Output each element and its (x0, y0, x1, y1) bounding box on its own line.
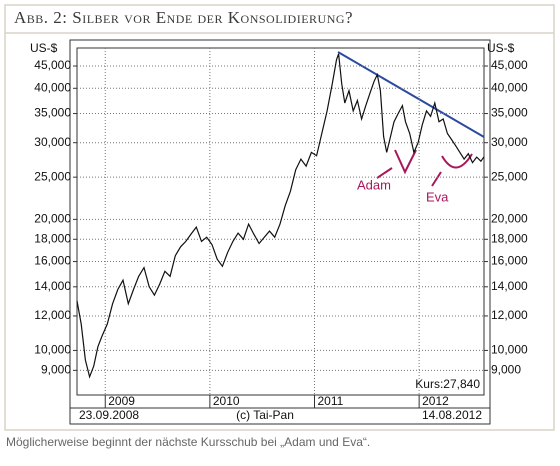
y-tick-label: 10,000 (491, 343, 528, 357)
y-tick-label: 9,000 (41, 363, 71, 377)
last-price: Kurs:27,840 (415, 377, 480, 391)
y-tick-label: 16,000 (491, 254, 528, 268)
end-date: 14.08.2012 (422, 408, 482, 422)
y-tick-label: 12,000 (34, 308, 71, 322)
y-tick-label: 16,000 (34, 254, 71, 268)
y-unit-right: US-$ (487, 41, 515, 55)
y-tick-label: 20,000 (491, 212, 528, 226)
y-tick-label: 45,000 (491, 58, 528, 72)
y-tick-label: 14,000 (34, 279, 71, 293)
x-tick-label: 2010 (213, 394, 240, 408)
outer-border (69, 39, 491, 425)
y-tick-label: 30,000 (34, 135, 71, 149)
adam-pointer (376, 167, 393, 179)
price-line (76, 53, 485, 379)
annotation: Eva (426, 189, 449, 204)
y-tick-label: 14,000 (491, 279, 528, 293)
y-tick-label: 9,000 (491, 363, 521, 377)
y-tick-label: 40,000 (34, 80, 71, 94)
chart-title: Abb. 2: Silber vor Ende der Konsolidieru… (14, 8, 353, 27)
y-tick-label: 45,000 (34, 58, 71, 72)
caption: Möglicherweise beginnt der nächste Kurss… (6, 435, 370, 449)
y-tick-label: 20,000 (34, 212, 71, 226)
y-unit-left: US-$ (30, 41, 58, 55)
start-date: 23.09.2008 (79, 408, 139, 422)
y-tick-label: 30,000 (491, 135, 528, 149)
annotation: Adam (357, 177, 391, 192)
y-tick-label: 35,000 (491, 106, 528, 120)
y-tick-label: 12,000 (491, 308, 528, 322)
y-tick-label: 10,000 (34, 343, 71, 357)
y-tick-label: 18,000 (491, 231, 528, 245)
adam-mark (394, 149, 417, 175)
y-tick-label: 25,000 (34, 169, 71, 183)
eva-mark (441, 153, 473, 169)
y-tick-label: 18,000 (34, 231, 71, 245)
y-tick-label: 40,000 (491, 80, 528, 94)
copyright: (c) Tai-Pan (236, 408, 294, 422)
y-tick-label: 35,000 (34, 106, 71, 120)
plot-border (76, 47, 485, 396)
x-tick-label: 2011 (318, 394, 344, 408)
y-tick-label: 25,000 (491, 169, 528, 183)
frame (4, 4, 555, 431)
x-tick-label: 2012 (422, 394, 449, 408)
x-tick-label: 2009 (108, 394, 135, 408)
eva-pointer (431, 171, 442, 187)
